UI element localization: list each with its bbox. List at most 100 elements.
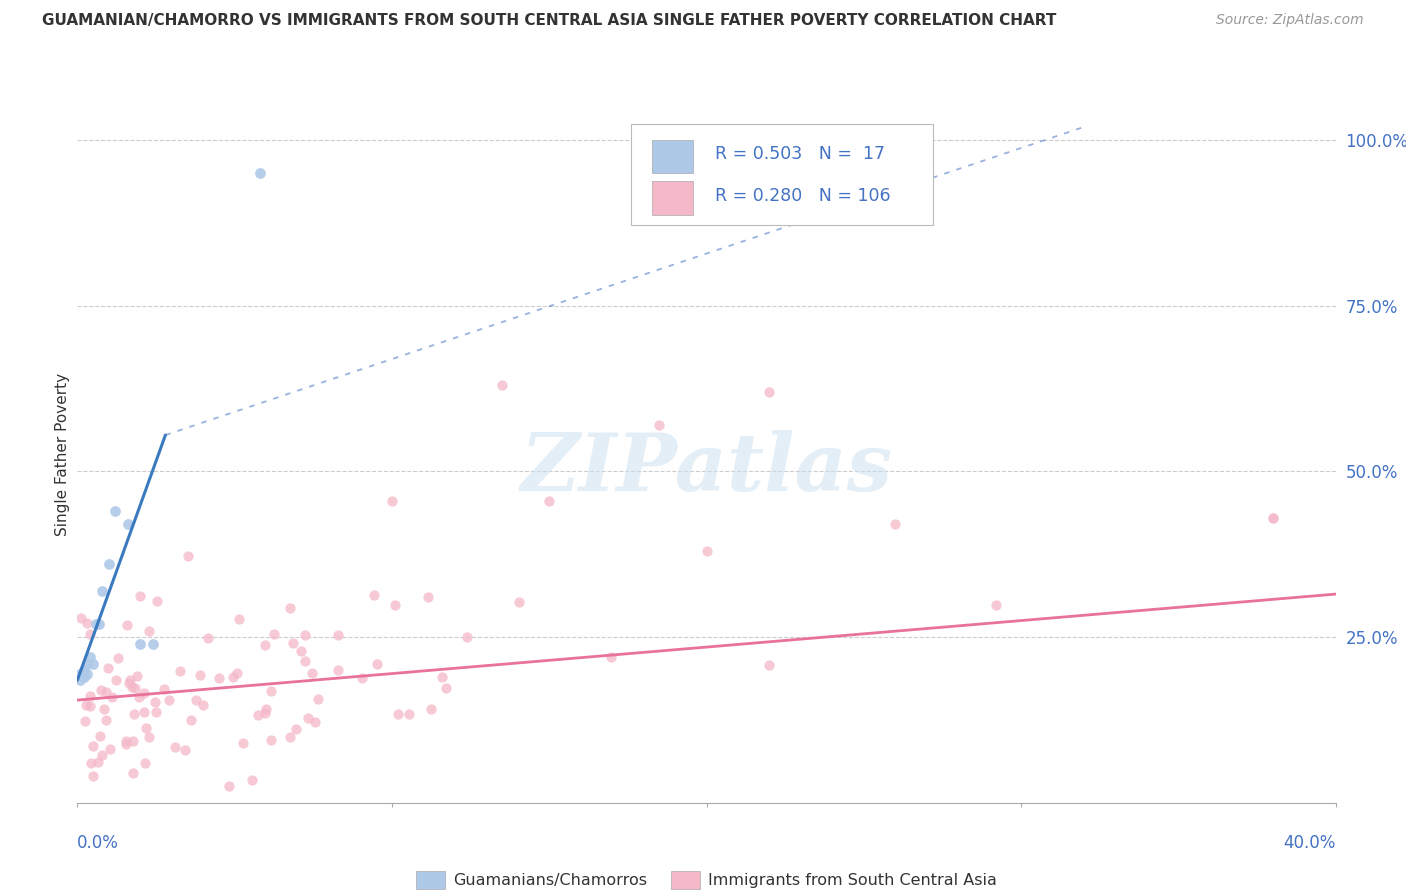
Point: [79, 756, 101, 770]
Point: [86, 755, 108, 769]
Point: [1261, 511, 1284, 525]
Point: [253, 639, 276, 653]
Point: [94, 713, 117, 727]
Point: [208, 671, 231, 685]
Point: [72, 670, 94, 684]
Point: [82, 769, 104, 783]
Point: [163, 739, 186, 754]
Point: [89, 616, 111, 631]
Point: [72, 663, 94, 677]
Point: [294, 628, 316, 642]
Point: [253, 706, 276, 720]
FancyBboxPatch shape: [652, 140, 693, 173]
Point: [97, 661, 120, 675]
Text: R = 0.503   N =  17: R = 0.503 N = 17: [716, 145, 886, 163]
Point: [128, 690, 150, 705]
Text: R = 0.280   N = 106: R = 0.280 N = 106: [716, 187, 891, 205]
Point: [145, 705, 167, 719]
Point: [138, 624, 160, 638]
Point: [138, 730, 160, 744]
FancyBboxPatch shape: [652, 181, 693, 215]
Point: [73, 714, 96, 728]
Point: [76, 666, 98, 681]
Point: [177, 549, 200, 563]
Point: [884, 517, 907, 532]
Point: [285, 722, 308, 736]
Point: [228, 612, 250, 626]
Point: [420, 702, 443, 716]
Point: [143, 695, 166, 709]
Point: [301, 666, 323, 681]
Point: [398, 706, 420, 721]
Point: [696, 544, 718, 558]
Point: [384, 599, 406, 613]
Point: [599, 650, 621, 665]
Point: [328, 628, 350, 642]
Point: [222, 670, 245, 684]
Point: [1261, 511, 1284, 525]
Point: [115, 733, 138, 747]
Point: [508, 595, 530, 609]
Point: [134, 756, 156, 770]
Point: [125, 669, 148, 683]
Point: [246, 708, 269, 723]
Point: [260, 684, 283, 698]
Point: [79, 698, 101, 713]
Point: [226, 666, 249, 681]
Point: [254, 702, 277, 716]
Point: [169, 664, 191, 678]
Point: [538, 494, 561, 508]
Point: [120, 673, 142, 687]
Point: [648, 418, 671, 433]
Point: [129, 637, 152, 651]
Point: [249, 166, 271, 180]
Point: [104, 504, 127, 518]
Point: [984, 598, 1007, 612]
Point: [79, 650, 101, 665]
Point: [758, 658, 780, 673]
Text: Source: ZipAtlas.com: Source: ZipAtlas.com: [1216, 13, 1364, 28]
Point: [105, 673, 128, 688]
FancyBboxPatch shape: [631, 124, 934, 226]
Point: [304, 714, 326, 729]
Point: [90, 682, 112, 697]
Point: [294, 654, 316, 668]
Text: 0.0%: 0.0%: [77, 834, 120, 852]
Point: [366, 657, 388, 671]
Point: [124, 706, 146, 721]
Point: [491, 378, 513, 392]
Point: [134, 686, 156, 700]
Point: [117, 517, 139, 532]
Point: [107, 650, 129, 665]
Point: [79, 689, 101, 703]
Point: [280, 600, 302, 615]
Y-axis label: Single Father Poverty: Single Father Poverty: [55, 374, 70, 536]
Point: [297, 711, 319, 725]
Point: [434, 681, 457, 695]
Point: [240, 773, 263, 788]
Point: [89, 729, 111, 743]
Point: [307, 692, 329, 706]
Point: [146, 593, 169, 607]
Point: [381, 494, 404, 508]
Point: [173, 743, 195, 757]
Point: [101, 690, 124, 705]
Point: [118, 676, 141, 690]
Point: [350, 671, 373, 685]
Point: [328, 663, 350, 677]
Point: [121, 680, 143, 694]
Point: [263, 627, 285, 641]
Point: [278, 731, 301, 745]
Text: 40.0%: 40.0%: [1284, 834, 1336, 852]
Text: GUAMANIAN/CHAMORRO VS IMMIGRANTS FROM SOUTH CENTRAL ASIA SINGLE FATHER POVERTY C: GUAMANIAN/CHAMORRO VS IMMIGRANTS FROM SO…: [42, 13, 1056, 29]
Point: [79, 626, 101, 640]
Point: [114, 737, 136, 751]
Point: [82, 657, 104, 671]
Point: [188, 668, 211, 682]
Point: [197, 631, 219, 645]
Legend: Guamanians/Chamorros, Immigrants from South Central Asia: Guamanians/Chamorros, Immigrants from So…: [416, 871, 997, 888]
Point: [456, 631, 478, 645]
Point: [180, 713, 202, 727]
Point: [117, 617, 139, 632]
Point: [418, 591, 440, 605]
